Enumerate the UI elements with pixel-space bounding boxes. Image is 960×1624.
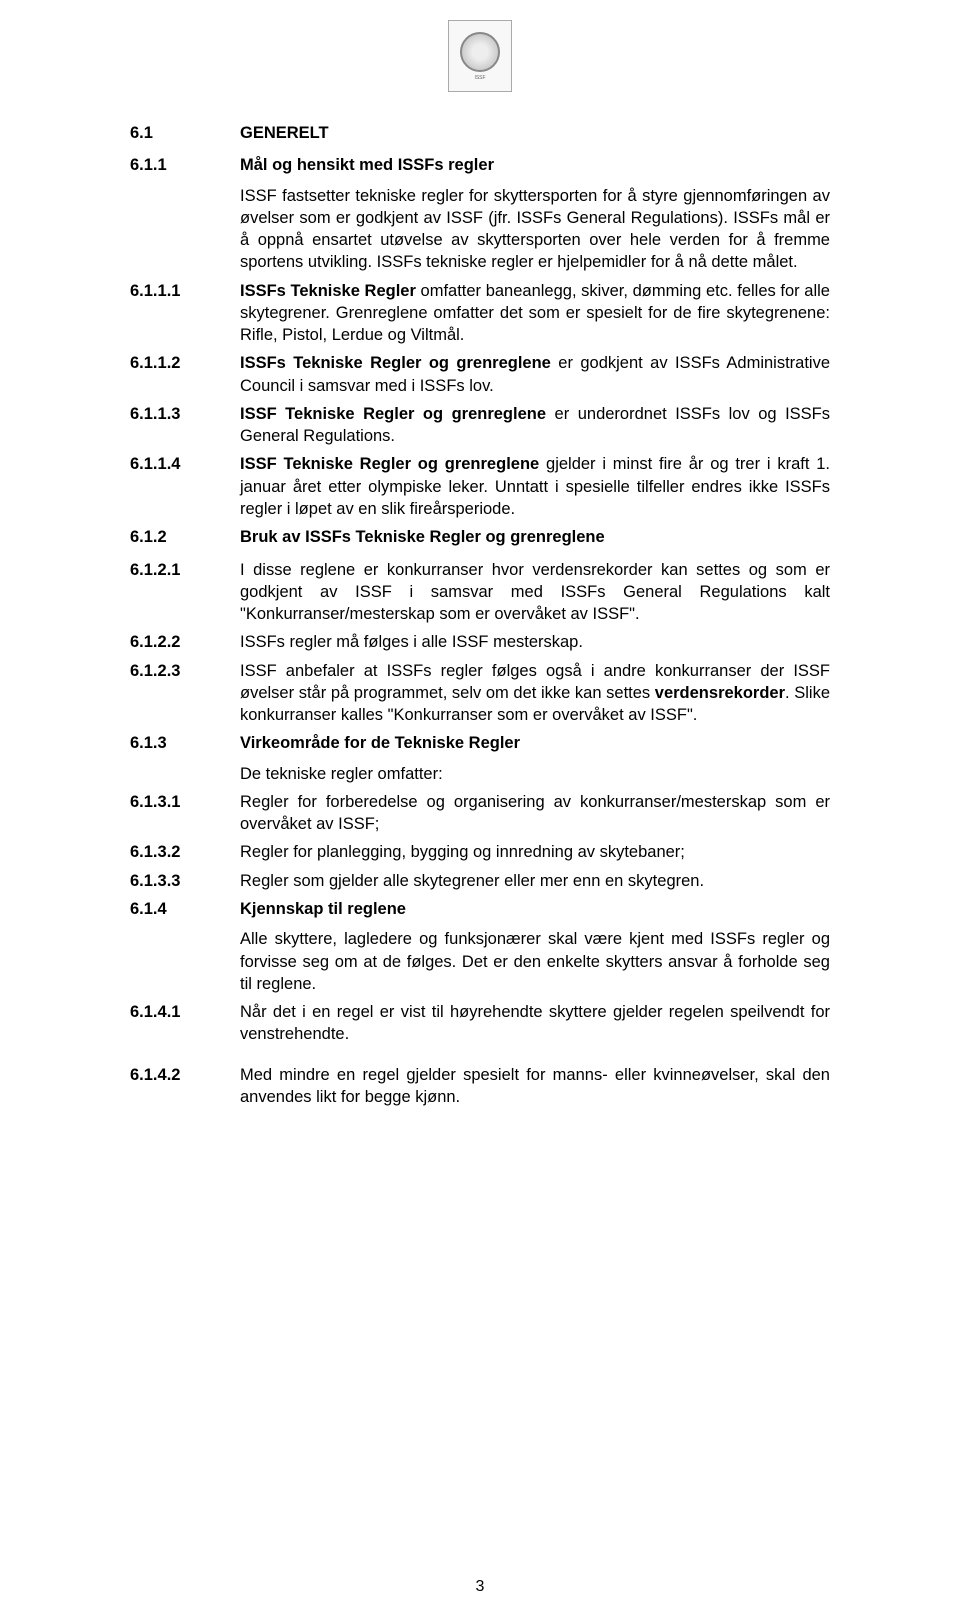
doc-row: 6.1.4.2Med mindre en regel gjelder spesi… bbox=[130, 1064, 830, 1109]
section-text: Virkeområde for de Tekniske Regler De tek… bbox=[240, 732, 830, 785]
issf-logo: ISSF bbox=[448, 20, 512, 92]
doc-row: 6.1.2.1I disse reglene er konkurranser h… bbox=[130, 559, 830, 626]
section-text: Regler som gjelder alle skytegrener elle… bbox=[240, 870, 830, 892]
spacer bbox=[130, 1052, 830, 1064]
section-text: Regler for forberedelse og organisering … bbox=[240, 791, 830, 836]
section-body: Regler for planlegging, bygging og innre… bbox=[240, 841, 830, 863]
section-heading: GENERELT bbox=[240, 122, 830, 144]
section-body: Med mindre en regel gjelder spesielt for… bbox=[240, 1064, 830, 1109]
doc-row: 6.1.4Kjennskap til reglene Alle skyttere,… bbox=[130, 898, 830, 995]
doc-row: 6.1.3.3Regler som gjelder alle skytegren… bbox=[130, 870, 830, 892]
section-number: 6.1.3 bbox=[130, 732, 240, 754]
section-body: ISSF Tekniske Regler og grenreglene er u… bbox=[240, 403, 830, 448]
document-body: 6.1GENERELT6.1.1Mål og hensikt med ISSFs… bbox=[130, 122, 830, 1108]
section-text: Når det i en regel er vist til høyrehend… bbox=[240, 1001, 830, 1046]
section-number: 6.1.3.3 bbox=[130, 870, 240, 892]
section-text: ISSF Tekniske Regler og grenreglene gjel… bbox=[240, 453, 830, 520]
section-number: 6.1.1.3 bbox=[130, 403, 240, 425]
section-number: 6.1.1 bbox=[130, 154, 240, 176]
section-number: 6.1.4.2 bbox=[130, 1064, 240, 1086]
doc-row: 6.1.1.4ISSF Tekniske Regler og grenregle… bbox=[130, 453, 830, 520]
section-body: ISSF fastsetter tekniske regler for skyt… bbox=[240, 185, 830, 274]
section-text: ISSFs Tekniske Regler omfatter baneanleg… bbox=[240, 280, 830, 347]
section-heading: Virkeområde for de Tekniske Regler bbox=[240, 732, 830, 754]
doc-row: 6.1.2.3ISSF anbefaler at ISSFs regler fø… bbox=[130, 660, 830, 727]
section-text: Kjennskap til reglene Alle skyttere, lagl… bbox=[240, 898, 830, 995]
page-number: 3 bbox=[0, 1578, 960, 1596]
section-number: 6.1.2.1 bbox=[130, 559, 240, 581]
section-text: ISSFs Tekniske Regler og grenreglene er … bbox=[240, 352, 830, 397]
section-number: 6.1.1.2 bbox=[130, 352, 240, 374]
section-text: Med mindre en regel gjelder spesielt for… bbox=[240, 1064, 830, 1109]
section-number: 6.1.2.3 bbox=[130, 660, 240, 682]
section-text: I disse reglene er konkurranser hvor ver… bbox=[240, 559, 830, 626]
section-body: Når det i en regel er vist til høyrehend… bbox=[240, 1001, 830, 1046]
section-body: Regler for forberedelse og organisering … bbox=[240, 791, 830, 836]
section-number: 6.1.2 bbox=[130, 526, 240, 548]
section-body: Alle skyttere, lagledere og funksjonærer… bbox=[240, 928, 830, 995]
doc-row: 6.1.3Virkeområde for de Tekniske Regler D… bbox=[130, 732, 830, 785]
section-text: GENERELT bbox=[240, 122, 830, 148]
section-text: Regler for planlegging, bygging og innre… bbox=[240, 841, 830, 863]
doc-row: 6.1GENERELT bbox=[130, 122, 830, 148]
section-number: 6.1.4 bbox=[130, 898, 240, 920]
doc-row: 6.1.1.2ISSFs Tekniske Regler og grenregl… bbox=[130, 352, 830, 397]
doc-row: 6.1.1Mål og hensikt med ISSFs regler ISSF… bbox=[130, 154, 830, 273]
section-body: ISSF anbefaler at ISSFs regler følges og… bbox=[240, 660, 830, 727]
section-number: 6.1.1.1 bbox=[130, 280, 240, 302]
section-number: 6.1.3.1 bbox=[130, 791, 240, 813]
doc-row: 6.1.1.1ISSFs Tekniske Regler omfatter ba… bbox=[130, 280, 830, 347]
doc-row: 6.1.4.1Når det i en regel er vist til hø… bbox=[130, 1001, 830, 1046]
section-body: De tekniske regler omfatter: bbox=[240, 763, 830, 785]
section-text: ISSF anbefaler at ISSFs regler følges og… bbox=[240, 660, 830, 727]
section-number: 6.1.2.2 bbox=[130, 631, 240, 653]
section-text: ISSF Tekniske Regler og grenreglene er u… bbox=[240, 403, 830, 448]
section-body: Regler som gjelder alle skytegrener elle… bbox=[240, 870, 830, 892]
logo-caption: ISSF bbox=[474, 76, 485, 81]
section-number: 6.1 bbox=[130, 122, 240, 144]
section-text: ISSFs regler må følges i alle ISSF meste… bbox=[240, 631, 830, 653]
doc-row: 6.1.2Bruk av ISSFs Tekniske Regler og gr… bbox=[130, 526, 830, 552]
logo-target-icon bbox=[460, 32, 500, 72]
section-body: ISSFs regler må følges i alle ISSF meste… bbox=[240, 631, 830, 653]
section-number: 6.1.1.4 bbox=[130, 453, 240, 475]
section-body: ISSFs Tekniske Regler omfatter baneanleg… bbox=[240, 280, 830, 347]
section-number: 6.1.4.1 bbox=[130, 1001, 240, 1023]
section-text: Bruk av ISSFs Tekniske Regler og grenreg… bbox=[240, 526, 830, 552]
doc-row: 6.1.1.3ISSF Tekniske Regler og grenregle… bbox=[130, 403, 830, 448]
doc-row: 6.1.3.2Regler for planlegging, bygging o… bbox=[130, 841, 830, 863]
section-heading: Mål og hensikt med ISSFs regler bbox=[240, 154, 830, 176]
section-body: I disse reglene er konkurranser hvor ver… bbox=[240, 559, 830, 626]
section-text: Mål og hensikt med ISSFs regler ISSF fast… bbox=[240, 154, 830, 273]
section-heading: Bruk av ISSFs Tekniske Regler og grenreg… bbox=[240, 526, 830, 548]
section-body: ISSFs Tekniske Regler og grenreglene er … bbox=[240, 352, 830, 397]
section-body: ISSF Tekniske Regler og grenreglene gjel… bbox=[240, 453, 830, 520]
doc-row: 6.1.2.2ISSFs regler må følges i alle ISS… bbox=[130, 631, 830, 653]
doc-row: 6.1.3.1Regler for forberedelse og organi… bbox=[130, 791, 830, 836]
section-heading: Kjennskap til reglene bbox=[240, 898, 830, 920]
section-number: 6.1.3.2 bbox=[130, 841, 240, 863]
